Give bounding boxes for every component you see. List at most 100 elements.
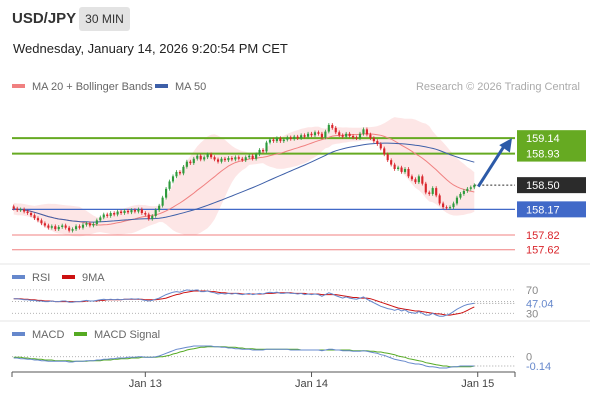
rsi-legend-label-1: 9MA	[82, 272, 105, 284]
candle	[407, 167, 410, 179]
candle-body	[92, 224, 95, 226]
candle-body	[341, 135, 344, 137]
candle-body	[151, 215, 154, 219]
candle	[36, 216, 40, 223]
candle	[50, 224, 53, 230]
candle	[383, 146, 386, 157]
candle	[47, 223, 50, 230]
candle	[310, 131, 313, 138]
candle-body	[442, 203, 445, 208]
candle-body	[234, 157, 237, 160]
candle-body	[379, 144, 382, 149]
candle-body	[265, 142, 268, 152]
candle	[338, 130, 341, 138]
candle	[421, 174, 424, 186]
interval-badge[interactable]: 30 MIN	[79, 7, 130, 31]
candle	[33, 213, 36, 220]
candle-body	[147, 214, 150, 219]
candle-body	[462, 191, 465, 194]
candle-body	[220, 158, 223, 162]
candle	[352, 134, 355, 140]
macd-legend-label-0: MACD	[32, 329, 64, 341]
candle-body	[455, 197, 459, 204]
candle-body	[383, 148, 386, 155]
candle-body	[428, 192, 431, 194]
candle	[43, 221, 46, 228]
candle-body	[123, 210, 126, 214]
candle-body	[241, 158, 244, 161]
candle	[462, 189, 465, 196]
candle	[431, 186, 434, 196]
candle-body	[376, 141, 379, 145]
candle	[345, 131, 348, 139]
rsi-legend-swatch-1	[62, 275, 75, 279]
candle-body	[407, 168, 410, 177]
candle	[220, 156, 223, 164]
candle-body	[144, 213, 147, 215]
candle-body	[64, 225, 67, 228]
candle-body	[54, 226, 57, 230]
candle	[341, 133, 344, 139]
candle	[428, 190, 431, 196]
candle-body	[438, 195, 441, 204]
candle	[424, 181, 427, 195]
candle	[324, 129, 327, 140]
candle	[442, 201, 445, 209]
candle-body	[227, 157, 230, 161]
candle	[196, 153, 199, 161]
candle	[192, 156, 195, 165]
macd-last-value: -0.14	[526, 361, 551, 373]
candle-body	[40, 220, 43, 224]
candle	[365, 127, 368, 137]
candle	[258, 148, 261, 157]
rsi-tick-label-0: 70	[526, 285, 538, 297]
candle-body	[43, 223, 46, 226]
candle	[182, 164, 185, 176]
candle	[54, 224, 57, 232]
legend-swatch-0	[12, 84, 25, 88]
candle	[175, 170, 178, 179]
candle-body	[16, 208, 19, 211]
candle	[120, 209, 123, 215]
candle-body	[338, 132, 341, 136]
time-tick-label-2: Jan 15	[461, 378, 494, 390]
level-label-0: 159.14	[526, 133, 560, 145]
candle	[61, 223, 64, 229]
candle-body	[300, 135, 303, 139]
candle	[102, 212, 105, 220]
candle-body	[171, 176, 175, 182]
candle-body	[310, 133, 313, 136]
candle	[133, 208, 136, 214]
candle	[210, 152, 213, 160]
level-label-1: 158.93	[526, 149, 560, 161]
candle	[397, 165, 400, 171]
candle	[158, 203, 161, 212]
candle	[237, 155, 240, 161]
candle	[248, 153, 251, 160]
candle-body	[251, 155, 254, 159]
candle-body	[95, 220, 98, 225]
time-tick-label-0: Jan 13	[129, 378, 162, 390]
candle	[68, 225, 71, 233]
candle	[16, 206, 19, 212]
candle	[171, 174, 175, 184]
candle	[393, 162, 396, 171]
candle	[303, 133, 306, 139]
candle-body	[126, 210, 130, 213]
candle-body	[102, 214, 105, 218]
candle	[403, 167, 407, 174]
macd-legend-swatch-0	[12, 332, 25, 336]
candle	[29, 211, 33, 218]
rsi-legend-label-0: RSI	[32, 272, 50, 284]
candle	[92, 222, 95, 228]
candle-body	[182, 166, 185, 174]
candle-body	[410, 176, 414, 180]
candle	[26, 209, 29, 215]
candle	[410, 174, 414, 182]
price-panel: 159.14 158.93 158.50 158.17 157.82 157.62	[12, 117, 586, 257]
candle-body	[358, 133, 362, 139]
candle	[168, 179, 171, 191]
candle-body	[33, 215, 36, 219]
candle-body	[133, 210, 136, 212]
legend-swatch-1	[155, 84, 168, 88]
